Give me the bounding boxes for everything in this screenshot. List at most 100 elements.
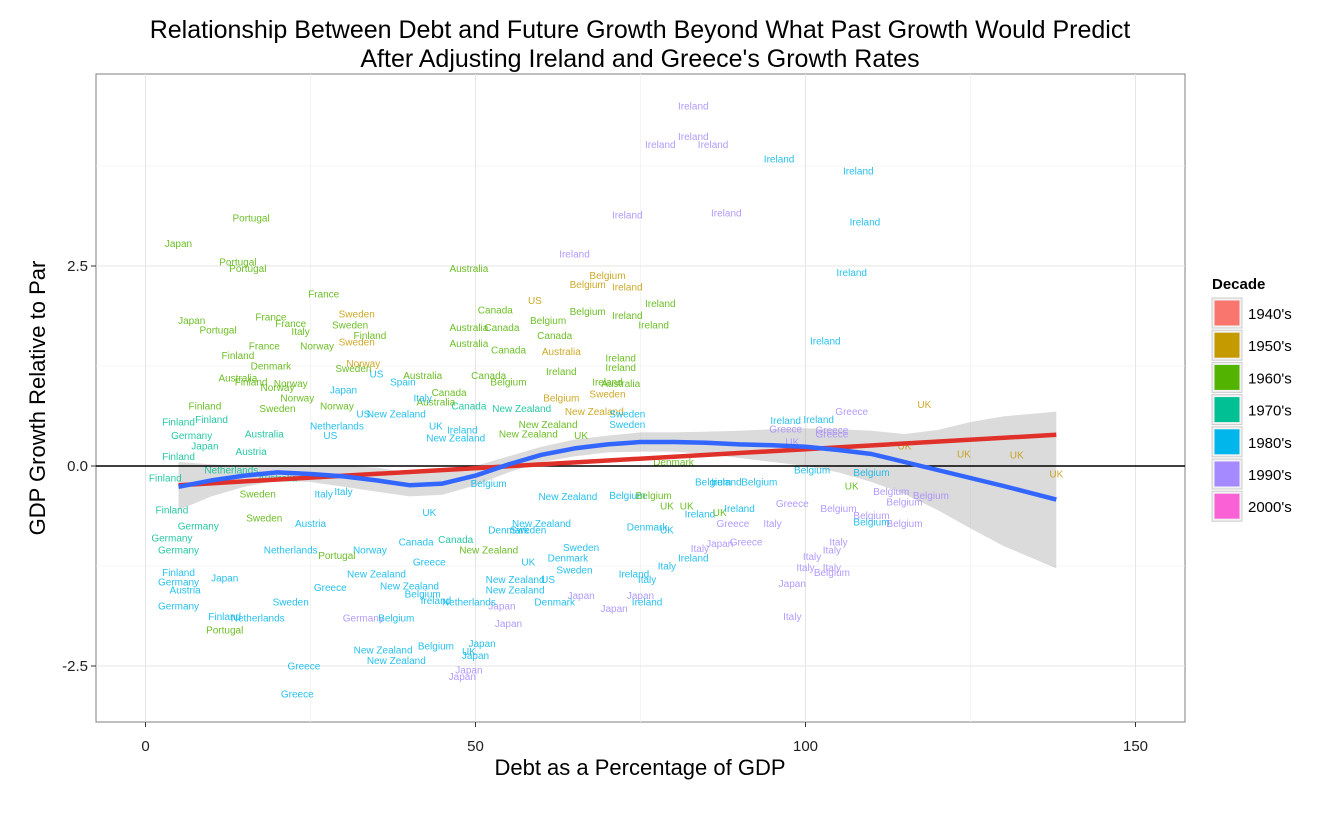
data-point-label: Denmark (488, 526, 530, 537)
data-point-label: Ireland (612, 311, 643, 322)
data-point-label: Portugal (229, 264, 266, 275)
data-point-label: Ireland (559, 250, 590, 261)
data-point-label: Belgium (418, 642, 454, 653)
data-point-label: France (275, 319, 307, 330)
data-point-label: Japan (455, 666, 482, 677)
data-point-label: New Zealand (492, 404, 551, 415)
data-point-label: Finland (162, 568, 195, 579)
data-point-label: Australia (601, 379, 640, 390)
data-point-label: Netherlands (264, 546, 318, 557)
data-point-label: Finland (235, 378, 268, 389)
data-point-label: Belgium (471, 479, 507, 490)
data-point-label: Sweden (332, 321, 368, 332)
data-point-label: Ireland (711, 478, 742, 489)
data-point-label: Belgium (636, 491, 672, 502)
data-point-label: US (323, 431, 337, 442)
data-point-label: Netherlands (310, 422, 364, 433)
data-point-label: Belgium (405, 590, 441, 601)
data-point-label: Italy (638, 575, 656, 586)
x-axis-title: Debt as a Percentage of GDP (494, 755, 785, 780)
data-point-label: Japan (165, 239, 192, 250)
data-point-label: Greece (314, 583, 347, 594)
data-point-label: Ireland (850, 218, 881, 229)
data-point-label: UK (957, 450, 971, 461)
data-point-label: Canada (484, 323, 519, 334)
data-point-label: Netherlands (231, 614, 285, 625)
data-point-label: Ireland (612, 210, 643, 221)
data-point-label: Norway (353, 546, 387, 557)
data-point-label: Ireland (645, 299, 676, 310)
data-point-label: Japan (706, 539, 733, 550)
data-point-label: New Zealand (347, 570, 406, 581)
data-point-label: Finland (353, 331, 386, 342)
data-point-label: Belgium (886, 498, 922, 509)
data-point-label: Finland (195, 415, 228, 426)
data-point-label: Greece (413, 558, 446, 569)
legend-key-swatch (1214, 332, 1240, 358)
legend-key-swatch (1214, 397, 1240, 423)
data-point-label: Belgium (570, 280, 606, 291)
data-point-label: Greece (816, 430, 849, 441)
data-point-label: Belgium (543, 394, 579, 405)
data-point-label: Belgium (814, 568, 850, 579)
data-point-label: Norway (274, 379, 308, 390)
data-point-label: Italy (291, 327, 309, 338)
data-point-label: Japan (468, 639, 495, 650)
data-point-label: Ireland (605, 363, 636, 374)
data-point-label: Ireland (836, 268, 867, 279)
data-point-label: Ireland (810, 337, 841, 348)
data-point-label: Ireland (645, 140, 676, 151)
data-point-label: Belgium (853, 518, 889, 529)
data-point-label: UK (680, 502, 694, 513)
data-point-label: Ireland (632, 598, 663, 609)
data-point-label: Canada (471, 371, 506, 382)
data-point-label: Italy (796, 563, 814, 574)
data-point-label: New Zealand (538, 492, 597, 503)
data-point-label: France (249, 342, 281, 353)
data-point-label: UK (1010, 450, 1024, 461)
data-point-label: Belgium (741, 478, 777, 489)
data-point-label: Japan (462, 651, 489, 662)
data-point-label: UK (429, 422, 443, 433)
data-point-label: Japan (178, 316, 205, 327)
data-point-label: Sweden (240, 490, 276, 501)
data-point-label: Canada (438, 535, 473, 546)
data-point-label: Belgium (570, 307, 606, 318)
data-point-label: Belgium (853, 511, 889, 522)
data-point-label: Sweden (609, 410, 645, 421)
legend-entry-label: 1980's (1248, 435, 1292, 452)
data-point-label: Italy (315, 490, 333, 501)
data-point-label: France (255, 313, 287, 324)
data-point-label: Norway (300, 342, 334, 353)
data-point-label: Ireland (678, 554, 709, 565)
x-tick-label: 50 (467, 738, 484, 755)
data-point-label: Italy (414, 394, 432, 405)
data-point-label: Australia (449, 323, 488, 334)
data-point-label: Sweden (335, 364, 371, 375)
data-point-label: Austria (295, 519, 327, 530)
data-point-label: Italy (691, 544, 709, 555)
data-point-label: Germany (158, 546, 199, 557)
data-point-label: US (541, 575, 555, 586)
data-point-label: New Zealand (486, 586, 545, 597)
data-point-label: US (356, 410, 370, 421)
legend-title: Decade (1212, 276, 1265, 293)
data-point-label: Finland (221, 351, 254, 362)
data-point-label: New Zealand (367, 656, 426, 667)
data-point-label: Sweden (556, 566, 592, 577)
data-point-label: UK (574, 431, 588, 442)
x-tick-label: 100 (793, 738, 818, 755)
smooth-fit-line (178, 439, 1057, 502)
data-point-label: Spain (390, 378, 416, 389)
chart-title-line-1: Relationship Between Debt and Future Gro… (150, 16, 1131, 44)
data-point-label: Belgium (490, 378, 526, 389)
data-point-label: Austria (170, 586, 202, 597)
data-point-label: Japan (495, 619, 522, 630)
data-point-label: Norway (261, 383, 295, 394)
data-point-label: Germany (151, 534, 192, 545)
data-point-label: Germany (343, 614, 384, 625)
data-point-label: Sweden (273, 598, 309, 609)
data-point-label: Japan (449, 672, 476, 683)
data-point-label: Greece (776, 499, 809, 510)
data-point-label: Ireland (447, 426, 478, 437)
